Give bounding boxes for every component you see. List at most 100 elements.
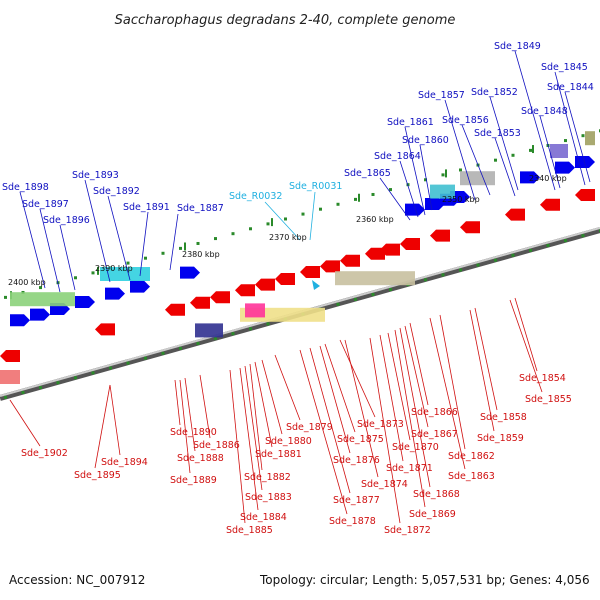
leader-line-reverse: [369, 337, 401, 524]
ruler-dot: [424, 278, 427, 282]
gene-label[interactable]: Sde_1883: [245, 492, 292, 503]
ruler-dot: [91, 371, 95, 375]
ruler-dot: [4, 395, 7, 399]
ruler-dot: [284, 217, 287, 221]
gene-features: [0, 131, 595, 384]
gene-label[interactable]: Sde_1887: [177, 203, 224, 214]
gene-label[interactable]: Sde_1863: [448, 471, 495, 482]
ruler-dot: [266, 322, 270, 326]
ruler-dot: [214, 337, 217, 341]
leader-line-forward: [139, 211, 149, 277]
gene-label[interactable]: Sde_1896: [43, 215, 90, 226]
leader-line-reverse: [261, 359, 283, 435]
gene-label[interactable]: Sde_1884: [240, 512, 287, 523]
gene-label[interactable]: Sde_1902: [21, 448, 68, 459]
gene-label[interactable]: Sde_1858: [480, 412, 527, 423]
forward-gene-arrow: [405, 203, 425, 216]
gene-label[interactable]: Sde_1881: [255, 449, 302, 460]
ruler-dot: [529, 248, 532, 252]
gene-label[interactable]: Sde_1854: [519, 373, 566, 384]
gene-property-block: [0, 370, 20, 384]
gene-label[interactable]: Sde_1878: [329, 516, 376, 527]
ruler-dot: [196, 341, 200, 345]
leader-line-reverse: [404, 325, 429, 428]
leader-line-reverse: [509, 299, 543, 393]
gene-label[interactable]: Sde_1855: [525, 394, 572, 405]
leader-line-reverse: [319, 345, 351, 454]
gene-label[interactable]: Sde_1865: [344, 168, 391, 179]
gene-label[interactable]: Sde_1876: [333, 455, 380, 466]
gene-label[interactable]: Sde_1886: [193, 440, 240, 451]
gene-label[interactable]: Sde_1894: [101, 457, 148, 468]
gene-label[interactable]: Sde_1861: [387, 117, 434, 128]
gene-label[interactable]: Sde_1870: [392, 442, 439, 453]
gene-label[interactable]: Sde_1845: [541, 62, 588, 73]
leader-line-forward: [379, 177, 411, 221]
leader-line-forward: [107, 195, 131, 281]
leader-line-rna: [264, 201, 301, 241]
reverse-gene-arrow: [165, 303, 185, 316]
gene-label[interactable]: Sde_1885: [226, 525, 273, 536]
reverse-gene-arrow: [400, 238, 420, 250]
leader-line-reverse: [94, 384, 111, 469]
gene-label[interactable]: Sde_1852: [471, 87, 518, 98]
forward-gene-arrow: [520, 171, 540, 184]
gene-label[interactable]: Sde_1844: [547, 82, 594, 93]
gene-label[interactable]: Sde_1889: [170, 475, 217, 486]
gene-label[interactable]: Sde_1853: [474, 128, 521, 139]
gene-label[interactable]: Sde_1891: [123, 202, 170, 213]
gene-label[interactable]: Sde_1877: [333, 495, 380, 506]
gene-label[interactable]: Sde_1866: [411, 407, 458, 418]
gene-label[interactable]: Sde_1893: [72, 170, 119, 181]
ruler-dot: [511, 253, 515, 257]
ruler-dot: [179, 246, 182, 250]
gene-label[interactable]: Sde_1862: [448, 451, 495, 462]
label-leader-lines: [9, 50, 591, 524]
gene-label[interactable]: Sde_1857: [418, 90, 465, 101]
reverse-gene-arrow: [255, 278, 275, 291]
gene-label[interactable]: Sde_1895: [74, 470, 121, 481]
ruler-dot: [301, 212, 305, 216]
kbp-label: 2400 kbp: [8, 278, 46, 287]
gene-label[interactable]: Sde_1869: [409, 509, 456, 520]
leader-line-reverse: [339, 339, 376, 418]
gene-property-block: [585, 131, 595, 146]
gene-label[interactable]: Sde_1880: [265, 436, 312, 447]
gene-label[interactable]: Sde_1867: [411, 429, 458, 440]
rna-label[interactable]: Sde_R0032: [229, 191, 282, 202]
gene-label[interactable]: Sde_1897: [22, 199, 69, 210]
gene-label[interactable]: Sde_1892: [93, 186, 140, 197]
gene-label[interactable]: Sde_1875: [337, 434, 384, 445]
gene-label[interactable]: Sde_1856: [442, 115, 489, 126]
gene-label[interactable]: Sde_1848: [521, 106, 568, 117]
gene-label[interactable]: Sde_1859: [477, 433, 524, 444]
gene-label[interactable]: Sde_1879: [286, 422, 333, 433]
gene-property-block: [10, 292, 75, 307]
gene-label[interactable]: Sde_1871: [386, 463, 433, 474]
leader-line-reverse: [309, 347, 351, 494]
rna-label[interactable]: Sde_R0031: [289, 181, 342, 192]
gene-label[interactable]: Sde_1864: [374, 151, 421, 162]
gene-label[interactable]: Sde_1873: [357, 419, 404, 430]
leader-line-forward: [19, 191, 46, 289]
ruler-dot: [144, 256, 147, 260]
gene-label[interactable]: Sde_1868: [413, 489, 460, 500]
gene-label[interactable]: Sde_1890: [170, 427, 217, 438]
leader-line-reverse: [429, 317, 466, 470]
gene-label[interactable]: Sde_1898: [2, 182, 49, 193]
ruler-major-tick: [271, 218, 273, 227]
leader-line-reverse: [174, 379, 181, 426]
leader-line-forward: [461, 124, 491, 196]
gene-label[interactable]: Sde_1849: [494, 41, 541, 52]
ruler-dot: [336, 302, 340, 306]
gene-label[interactable]: Sde_1882: [244, 472, 291, 483]
leader-line-forward: [399, 160, 419, 218]
gene-label[interactable]: Sde_1860: [402, 135, 449, 146]
leader-line-reverse: [439, 314, 466, 450]
gene-label[interactable]: Sde_1872: [384, 525, 431, 536]
gene-label[interactable]: Sde_1874: [361, 479, 408, 490]
ruler-dot: [126, 361, 130, 365]
leader-line-reverse: [274, 354, 301, 421]
gene-label[interactable]: Sde_1888: [177, 453, 224, 464]
forward-gene-arrow: [555, 161, 575, 174]
